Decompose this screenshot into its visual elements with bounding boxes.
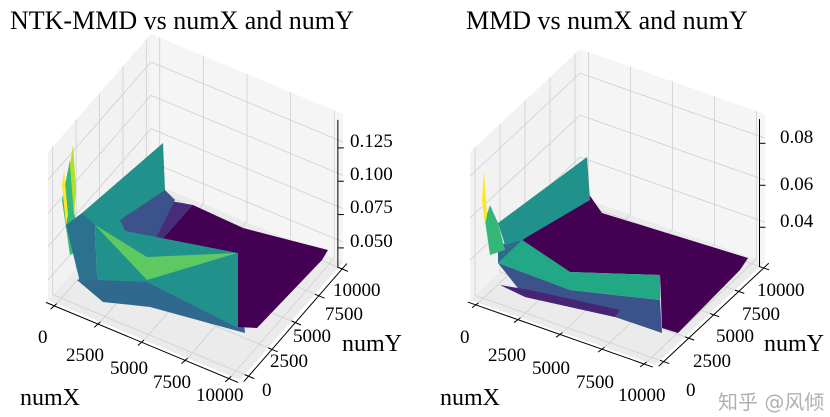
x-tick-label: 0 xyxy=(38,327,48,348)
surface-patch xyxy=(95,225,237,280)
surface-mmd xyxy=(482,157,748,333)
z-tick-label: 0.125 xyxy=(350,131,393,152)
x-tick-mark xyxy=(471,302,479,309)
y-tick-mark xyxy=(759,266,770,271)
y-axis-label: numY xyxy=(764,331,824,357)
y-tick-mark xyxy=(314,293,325,299)
y-tick-mark xyxy=(267,347,278,353)
y-tick-label: 0 xyxy=(262,380,272,401)
grid-line xyxy=(150,161,344,243)
grid-line xyxy=(579,114,766,181)
grid-line xyxy=(469,114,581,219)
y-tick-label: 5000 xyxy=(716,326,754,347)
x-tick-mark xyxy=(555,332,563,338)
z-tick-label: 0.06 xyxy=(780,174,814,195)
x-tick-label: 10000 xyxy=(618,385,666,406)
y-axis-line xyxy=(658,262,770,367)
x-tick-label: 7500 xyxy=(576,372,614,393)
x-tick-mark xyxy=(50,303,58,310)
y-axis-line xyxy=(243,263,348,382)
surface-patch xyxy=(498,157,590,245)
y-axis-label: numY xyxy=(342,331,402,357)
z-tick-label: 0.08 xyxy=(780,127,814,148)
x-tick-label: 2500 xyxy=(66,345,104,366)
surface-patch xyxy=(482,170,487,225)
x-tick-label: 5000 xyxy=(532,358,570,379)
chart-title-ntk-mmd: NTK-MMD vs numX and numY xyxy=(10,6,354,35)
y-tick-label: 10000 xyxy=(757,280,805,301)
grid-line xyxy=(150,128,344,210)
surface-patch xyxy=(70,145,76,215)
x-tick-mark xyxy=(137,339,145,346)
x-tick-mark xyxy=(93,321,101,328)
x-axis-line xyxy=(467,301,653,368)
y-tick-mark xyxy=(709,313,720,318)
chart-title-mmd: MMD vs numX and numY xyxy=(466,6,748,35)
y-tick-label: 2500 xyxy=(693,351,731,372)
x-tick-label: 0 xyxy=(460,327,470,348)
grid-line xyxy=(47,128,152,247)
surface-patch xyxy=(147,205,328,328)
surface-patch xyxy=(500,285,620,317)
x-tick-label: 2500 xyxy=(488,345,526,366)
grid-line xyxy=(579,156,766,223)
y-tick-label: 0 xyxy=(686,380,696,401)
surface-patch xyxy=(62,170,68,225)
x-tick-mark xyxy=(181,357,188,365)
z-tick-label: 0.075 xyxy=(350,197,393,218)
y-tick-mark xyxy=(338,266,349,272)
grid-line xyxy=(579,72,766,139)
y-tick-mark xyxy=(291,320,302,326)
y-tick-mark xyxy=(684,336,695,341)
grid-line xyxy=(47,61,152,181)
x-tick-mark xyxy=(597,346,605,353)
x-tick-mark xyxy=(513,317,521,323)
x-axis-label: numX xyxy=(440,385,500,411)
surface-patch xyxy=(485,205,505,255)
watermark: 知乎 @风倾 xyxy=(718,390,825,414)
x-tick-mark xyxy=(639,361,647,368)
grid-line xyxy=(469,72,581,177)
surface-patch xyxy=(498,263,662,333)
y-tick-label: 10000 xyxy=(333,280,381,301)
axes-mmd xyxy=(467,49,770,368)
y-tick-label: 7500 xyxy=(742,304,780,325)
x-tick-label: 10000 xyxy=(196,385,244,406)
surface-patch xyxy=(498,240,660,300)
y-tick-label: 7500 xyxy=(325,304,363,325)
surface-patch xyxy=(66,213,97,282)
x-tick-label: 7500 xyxy=(153,372,191,393)
y-tick-label: 2500 xyxy=(270,351,308,372)
z-tick-label: 0.04 xyxy=(780,211,814,232)
grid-line xyxy=(52,294,245,376)
grid-line xyxy=(150,61,344,143)
z-tick-label: 0.100 xyxy=(350,164,393,185)
y-tick-mark xyxy=(244,374,255,380)
z-tick-label: 0.050 xyxy=(350,231,393,252)
x-axis-line xyxy=(45,301,239,383)
surface-patch xyxy=(522,193,748,333)
surface-ntk-mmd xyxy=(62,143,328,333)
y-tick-mark xyxy=(734,289,745,294)
y-tick-label: 5000 xyxy=(293,326,331,347)
x-tick-label: 5000 xyxy=(110,358,148,379)
x-axis-label: numX xyxy=(20,385,80,411)
grid-line xyxy=(474,294,661,361)
y-tick-mark xyxy=(659,359,670,365)
x-tick-mark xyxy=(224,375,232,383)
grid-line xyxy=(150,94,344,176)
